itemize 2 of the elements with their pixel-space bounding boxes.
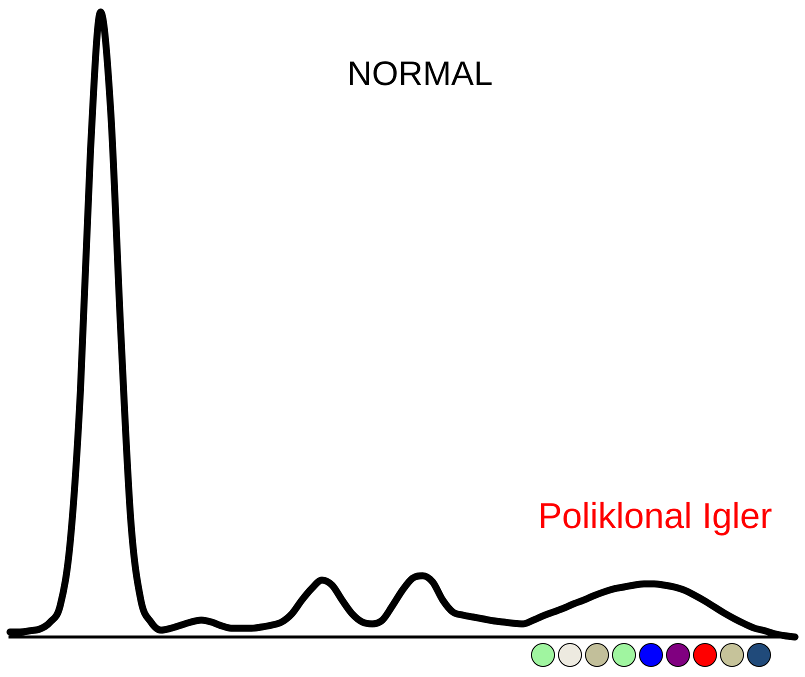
annotation: Poliklonal Igler [538, 495, 772, 537]
annotation: NORMAL [347, 55, 493, 94]
